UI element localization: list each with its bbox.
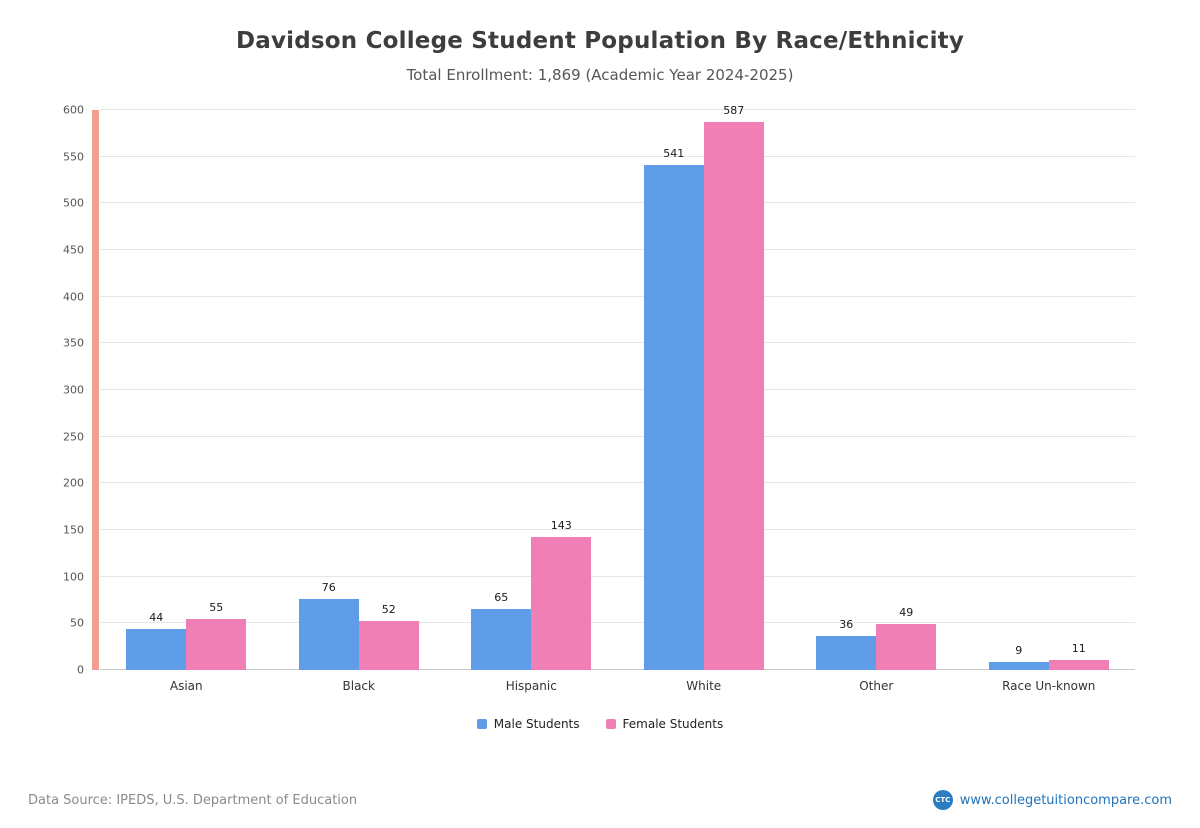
- y-axis-tick-label: 50: [70, 616, 84, 630]
- bar-group-black: 76 52: [273, 110, 446, 670]
- y-axis-tick-label: 600: [63, 103, 84, 117]
- footer: Data Source: IPEDS, U.S. Department of E…: [28, 790, 1172, 810]
- data-source-text: Data Source: IPEDS, U.S. Department of E…: [28, 792, 358, 808]
- bar-value-label: 143: [550, 518, 572, 532]
- gridline: [100, 529, 1135, 530]
- bar-value-label: 11: [1071, 641, 1086, 655]
- y-axis-tick-label: 400: [63, 290, 84, 304]
- male-students-bar-asian: 44: [126, 612, 187, 670]
- gridline: [100, 295, 1135, 297]
- gridline: [100, 155, 1135, 157]
- gridline: [100, 482, 1135, 484]
- website-link[interactable]: CTC www.collegetuitioncompare.com: [932, 790, 1172, 810]
- male-students-bar-black: 76: [298, 582, 359, 670]
- x-axis-label-black: Black: [342, 679, 375, 693]
- website-url: www.collegetuitioncompare.com: [959, 792, 1172, 808]
- x-axis-line: [100, 669, 1135, 670]
- legend-label: Male Students: [493, 717, 580, 731]
- y-axis-tick-label: 350: [63, 336, 84, 350]
- x-axis-label-race-un-known: Race Un-known: [1002, 679, 1096, 693]
- x-axis-label-asian: Asian: [169, 679, 203, 693]
- legend-marker-icon: [476, 719, 487, 729]
- chart-title: Davidson College Student Population By R…: [235, 28, 965, 54]
- gridline: [100, 435, 1135, 437]
- y-axis-tick-label: 500: [63, 196, 84, 210]
- y-axis-tick-label: 450: [63, 243, 84, 257]
- y-axis-tick-label: 250: [63, 430, 84, 444]
- male-students-bar-white: 541: [643, 148, 704, 670]
- female-students-bar-race-un-known: 11: [1048, 643, 1109, 670]
- legend: Male Students Female Students: [0, 717, 1200, 731]
- y-axis-tick-label: 0: [77, 663, 84, 677]
- gridline: [100, 249, 1135, 250]
- gridline: [100, 109, 1135, 110]
- plot-area: 0 50 100 150 200 250 300 350 400 450 500 550 600 44 55…: [63, 105, 1136, 676]
- y-axis-tick-label: 200: [63, 476, 84, 490]
- page: Davidson College Student Population By R…: [0, 28, 1200, 810]
- bar-value-label: 44: [149, 610, 164, 624]
- gridline: [100, 389, 1135, 390]
- x-axis-label-white: White: [686, 679, 722, 693]
- bar-group-other: 36 49: [790, 110, 963, 670]
- bar-value-label: 52: [381, 603, 396, 617]
- male-students-bar-race-un-known: 9: [988, 645, 1049, 670]
- male-students-bar-hispanic: 65: [471, 592, 532, 670]
- female-students-bar-asian: 55: [186, 602, 247, 670]
- gridline: [100, 202, 1135, 204]
- chart-subtitle: Total Enrollment: 1,869 (Academic Year 2…: [406, 66, 794, 84]
- bar-value-label: 541: [663, 147, 685, 161]
- bar-value-label: 76: [321, 581, 336, 595]
- bar-group-hispanic: 65 143: [445, 110, 618, 670]
- bar-value-label: 65: [494, 591, 509, 605]
- x-axis-label-other: Other: [859, 679, 894, 693]
- gridline: [100, 622, 1135, 624]
- bar-value-label: 49: [899, 606, 914, 620]
- y-axis-tick-label: 300: [63, 383, 84, 397]
- y-axis-tick-label: 550: [63, 150, 84, 164]
- y-axis-tick-label: 100: [63, 570, 84, 584]
- gridline: [100, 342, 1135, 344]
- bar-value-label: 55: [209, 600, 224, 614]
- female-students-bar-other: 49: [876, 607, 937, 670]
- bar-value-label: 36: [839, 618, 854, 632]
- female-students-bar-hispanic: 143: [531, 520, 592, 670]
- x-axis-labels: Asian Black Hispanic White Other Race Un-know…: [100, 679, 1135, 693]
- gridline: [100, 575, 1135, 577]
- female-students-bar-black: 52: [358, 604, 419, 670]
- bar-value-label: 9: [1015, 643, 1023, 657]
- bar-group-race-un-known: 9 11: [963, 110, 1136, 670]
- bar-group-white: 541 587: [618, 105, 791, 670]
- bar-group-asian: 44 55: [100, 110, 273, 670]
- bar-groups: 44 55 76 52 65 143 541 587 36 49 9 11: [100, 105, 1136, 670]
- y-axis-tick-label: 150: [63, 523, 84, 537]
- ctc-logo-icon: CTC: [932, 790, 953, 810]
- female-students-bar-white: 587: [703, 105, 764, 670]
- bar-value-label: 587: [723, 104, 745, 118]
- x-axis-label-hispanic: Hispanic: [505, 679, 557, 693]
- legend-marker-icon: [605, 719, 616, 729]
- legend-item-female-students[interactable]: Female Students: [605, 717, 724, 731]
- legend-label: Female Students: [622, 717, 724, 731]
- y-axis-strip: [92, 110, 99, 670]
- male-students-bar-other: 36: [816, 619, 877, 670]
- legend-item-male-students[interactable]: Male Students: [476, 717, 580, 731]
